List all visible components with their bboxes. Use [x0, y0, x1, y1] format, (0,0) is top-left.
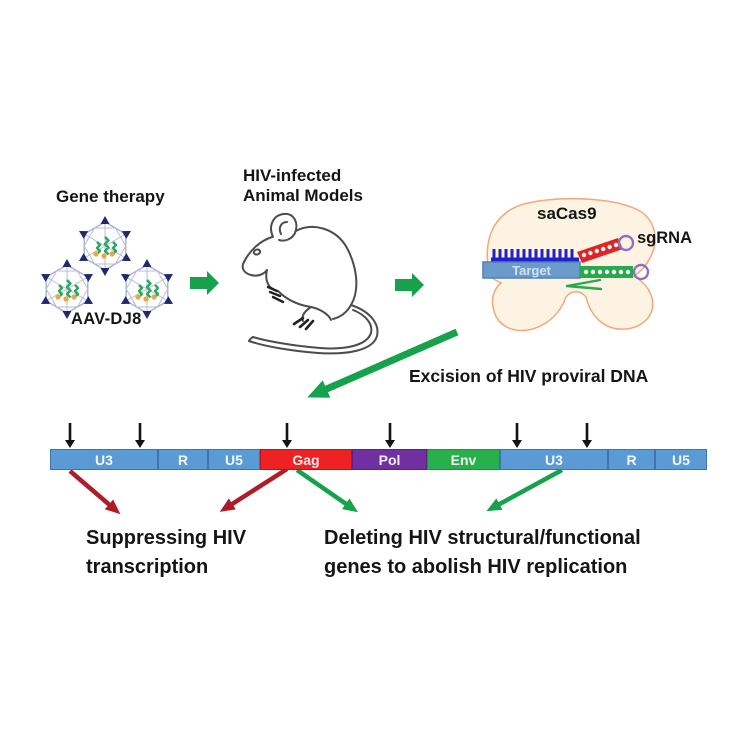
delete-caption: Deleting HIV structural/functional genes…: [324, 524, 641, 582]
genome-segment-label: U3: [545, 451, 563, 468]
target-dna-strand: [491, 249, 579, 263]
genome-segment-label: R: [626, 451, 637, 468]
genome-segment-label: R: [177, 451, 189, 468]
flow-arrow-icon: [395, 273, 424, 297]
genome-segment-label: Pol: [378, 451, 401, 468]
excision-arrow-icon: [307, 328, 459, 398]
genome-segment-r-1: R: [158, 449, 208, 470]
excision-caption: Excision of HIV proviral DNA: [409, 366, 649, 386]
gene-therapy-label: Gene therapy: [56, 187, 165, 206]
aav-virus-icon: [77, 216, 133, 276]
genome-segment-u5-8: U5: [655, 449, 707, 470]
mouse-illustration: [241, 212, 379, 355]
sgrna-label: sgRNA: [637, 229, 693, 247]
cut-site-arrow-icon: [582, 423, 592, 448]
delete-caption-line2: genes to abolish HIV replication: [324, 556, 628, 578]
flow-arrow-icon: [190, 271, 219, 295]
genome-segment-label: U5: [225, 451, 243, 468]
delete-caption-line1: Deleting HIV structural/functional: [324, 527, 641, 549]
cut-site-arrow-icon: [65, 423, 75, 448]
deletion-arrow-icon: [295, 468, 359, 513]
suppress-caption-line1: Suppressing HIV: [86, 527, 247, 549]
sgrna-green-strand: [565, 263, 650, 291]
genome-segment-label: Gag: [292, 451, 320, 468]
suppress-caption-line2: transcription: [86, 556, 209, 578]
cut-site-arrow-icon: [135, 423, 145, 448]
sgrna-loop-icon: [617, 234, 635, 252]
target-label: Target: [512, 263, 551, 278]
suppress-arrow-icon: [219, 467, 289, 512]
genome-segment-label: U3: [95, 451, 113, 468]
suppress-caption: Suppressing HIV transcription: [86, 524, 246, 582]
genome-segment-r-7: R: [608, 449, 655, 470]
genome-segment-u5-2: U5: [208, 449, 260, 470]
cleaved-strand-hook: [565, 278, 603, 291]
genome-segment-gag-3: Gag: [260, 449, 352, 470]
animal-models-line1: HIV-infected: [243, 166, 342, 185]
sgrna-loop-icon: [632, 263, 650, 281]
cut-site-arrow-icon: [512, 423, 522, 448]
genome-segment-u3-0: U3: [50, 449, 158, 470]
genome-segment-u3-6: U3: [500, 449, 608, 470]
aav-vector-label: AAV-DJ8: [71, 310, 142, 328]
genome-segment-label: Env: [450, 451, 477, 468]
animal-models-label: HIV-infected Animal Models: [243, 166, 363, 206]
suppress-arrow-icon: [68, 469, 121, 515]
animal-models-line2: Animal Models: [243, 186, 363, 205]
sacas9-label: saCas9: [537, 204, 597, 223]
genome-segment-label: U5: [672, 451, 690, 468]
sgrna-red-strand: [577, 234, 635, 263]
cut-site-arrow-icon: [282, 423, 292, 448]
aav-virus-cluster: [39, 216, 175, 319]
proviral-genome-bar: U3 R U5 Gag Pol Env U3 R U5: [50, 449, 707, 470]
genome-segment-pol-4: Pol: [352, 449, 427, 470]
cut-site-arrow-icon: [385, 423, 395, 448]
genome-segment-env-5: Env: [427, 449, 500, 470]
deletion-arrow-icon: [486, 468, 564, 512]
